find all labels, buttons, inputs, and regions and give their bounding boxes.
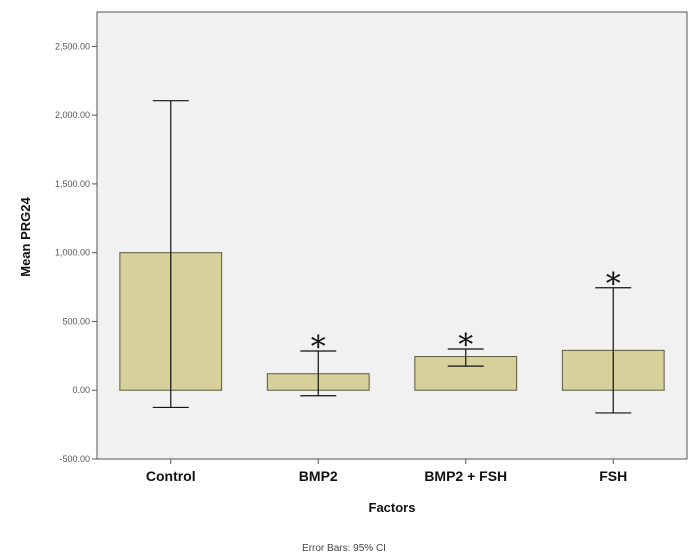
category-label: BMP2 xyxy=(299,468,338,484)
y-tick-label: 500.00 xyxy=(62,316,90,326)
category-label: Control xyxy=(146,468,196,484)
y-axis: -500.00 0.00 500.00 1,000.00 1,500.00 2,000.0… xyxy=(55,41,97,464)
x-axis: Control BMP2 BMP2 + FSH FSH xyxy=(146,459,627,484)
significance-markers: * * * xyxy=(311,267,621,365)
error-bars xyxy=(152,100,632,414)
x-axis-title: Factors xyxy=(369,500,416,515)
category-label: FSH xyxy=(599,468,627,484)
y-tick-label: -500.00 xyxy=(59,454,90,464)
y-tick-label: 2,000.00 xyxy=(55,110,90,120)
y-tick-label: 1,000.00 xyxy=(55,248,90,258)
significance-star: * xyxy=(311,330,326,365)
significance-star: * xyxy=(458,328,473,363)
significance-star: * xyxy=(606,267,621,302)
y-tick-label: 0.00 xyxy=(72,385,90,395)
y-tick-label: 2,500.00 xyxy=(55,41,90,51)
y-tick-label: 1,500.00 xyxy=(55,179,90,189)
plot-area xyxy=(96,11,688,460)
error-bar-note: Error Bars: 95% CI xyxy=(302,543,386,554)
y-axis-title: Mean PRG24 xyxy=(18,196,33,276)
category-label: BMP2 + FSH xyxy=(424,468,507,484)
